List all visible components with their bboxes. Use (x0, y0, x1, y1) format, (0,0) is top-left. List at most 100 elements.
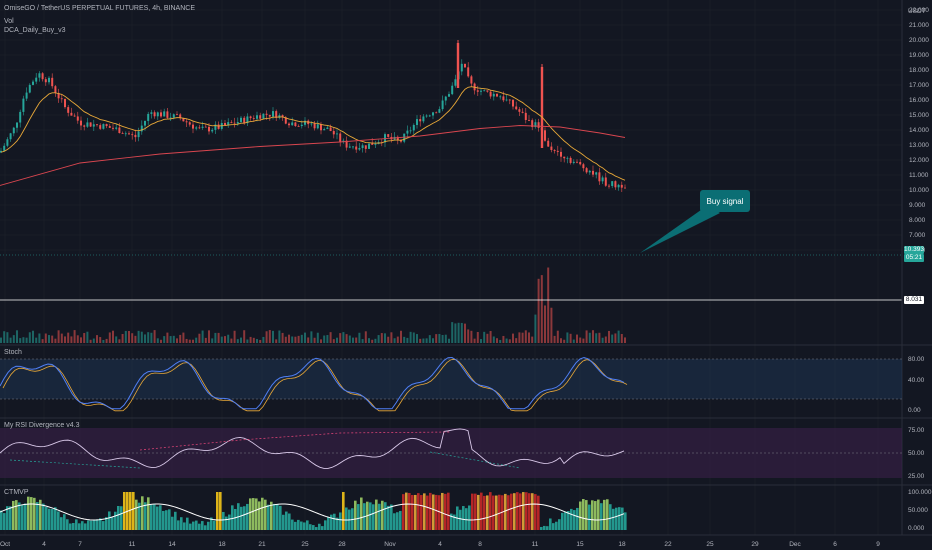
volume-bar (112, 330, 114, 343)
volume-legend[interactable]: Vol (4, 18, 14, 25)
ctmvp-bar (117, 505, 120, 530)
candle-body (64, 98, 66, 108)
volume-bar (406, 337, 409, 343)
volume-bar (617, 330, 620, 343)
ctmvp-bar (165, 510, 168, 530)
rsi-divergence-label[interactable]: My RSI Divergence v4.3 (4, 422, 80, 429)
ctmvp-bar (354, 500, 357, 530)
volume-bar (0, 337, 2, 343)
volume-bar (582, 338, 585, 343)
time-tick-label: 22 (664, 541, 672, 548)
candle-body (598, 172, 601, 182)
dca-legend[interactable]: DCA_Daily_Buy_v3 (4, 27, 66, 34)
candle-body (179, 114, 182, 119)
volume-bar (185, 338, 188, 343)
volume-bar (172, 335, 175, 343)
ctmvp-bar (141, 496, 144, 530)
candle-body (483, 90, 486, 92)
price-tick-label: 17.000 (909, 82, 929, 89)
volume-bar (124, 330, 127, 343)
symbol-legend[interactable]: OmiseGO / TetherUS PERPETUAL FUTURES, 4h… (4, 5, 195, 12)
candle-body (464, 63, 466, 68)
ctmvp-bar (75, 519, 78, 530)
volume-bar (288, 334, 290, 343)
candle-body (240, 117, 242, 123)
volume-bar (256, 339, 258, 343)
time-tick-label: 14 (168, 541, 176, 548)
candle-body (105, 124, 108, 127)
volume-bar (505, 338, 508, 343)
ctmvp-bar (93, 519, 96, 530)
candle-body (412, 124, 415, 131)
ctmvp-bar (225, 516, 228, 530)
candle-body (233, 122, 236, 124)
volume-bar (451, 322, 454, 343)
ctmvp-bar (279, 505, 282, 530)
volume-bar (467, 329, 470, 343)
volume-bar (70, 336, 73, 343)
volume-bar (387, 336, 390, 343)
candle-body (92, 124, 95, 127)
candle-body (80, 120, 82, 126)
ctmvp-bar (192, 521, 195, 530)
time-axis[interactable]: Oct 4 7 11 14 18 21 25 28 Nov 4 8 11 15 18 22 25 29 Dec 6 9 (0, 541, 880, 548)
price-axis[interactable]: 22.000 21.000 20.000 19.000 18.000 17.000 16.0… (909, 7, 929, 254)
candle-body (425, 115, 428, 117)
current-price-tag: 10.393 (904, 246, 924, 254)
candle-body (300, 124, 303, 127)
candle-body (19, 111, 22, 123)
candle-body (99, 125, 102, 129)
ctmvp-bar (483, 495, 486, 530)
ctmvp-bar (555, 521, 558, 530)
stoch-label[interactable]: Stoch (4, 349, 22, 356)
ctmvp-bar (324, 520, 327, 530)
candle-body (268, 114, 271, 117)
candle-body (358, 148, 361, 150)
volume-bar (131, 333, 134, 343)
ctmvp-bar (111, 517, 114, 530)
volume-bar (432, 338, 434, 343)
ctmvp-bar (234, 508, 237, 530)
candle-body (492, 93, 495, 97)
candle-body (28, 84, 31, 93)
volume-bar (163, 336, 166, 343)
volume-bar (76, 335, 79, 343)
candle-body (502, 96, 505, 101)
volume-bar (374, 338, 377, 343)
ctmvp-label[interactable]: CTMVP (4, 489, 29, 496)
candle-body (332, 131, 335, 135)
volume-bar (393, 338, 396, 343)
volume-bar (297, 335, 300, 343)
indicator-tick-label: 100.000 (908, 489, 932, 496)
price-tick-label: 20.000 (909, 37, 929, 44)
ctmvp-bar (507, 495, 510, 530)
volume-bar (211, 338, 214, 343)
candle-body (579, 161, 582, 165)
candle-body (67, 107, 70, 113)
ctmvp-bar (303, 522, 306, 530)
time-tick-label: 25 (706, 541, 714, 548)
candle-body (195, 127, 198, 129)
candle-body (432, 112, 434, 116)
candle-body (352, 146, 354, 148)
ctmvp-bar (189, 523, 192, 530)
ctmvp-bar (489, 492, 492, 530)
ctmvp-bar (0, 510, 3, 530)
time-tick-label: Oct (0, 541, 10, 548)
candle-body (592, 170, 594, 175)
volume-bar (278, 330, 281, 343)
volume-bar (230, 338, 233, 343)
ctmvp-bar (459, 509, 462, 530)
candle-body (553, 149, 556, 151)
candle-body (131, 134, 134, 136)
buy-signal-callout[interactable]: Buy signal (700, 190, 750, 212)
volume-bar (9, 337, 12, 343)
ctmvp-bar (198, 523, 201, 530)
ctmvp-bar (186, 517, 189, 530)
volume-bar (358, 332, 361, 343)
candle-body (265, 113, 268, 115)
ctmvp-bar (204, 525, 207, 530)
volume-bar (51, 335, 54, 343)
candle-body (582, 164, 585, 169)
